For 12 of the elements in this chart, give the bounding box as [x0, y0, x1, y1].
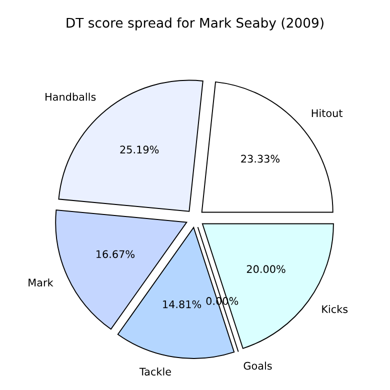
- slice-label: Handballs: [46, 92, 96, 101]
- data-label: 23.33%: [241, 154, 280, 163]
- category-label: Goals: [244, 362, 272, 370]
- chart-title: DT score spread for Mark Seaby (2009): [66, 18, 324, 30]
- slice-label: Kicks: [322, 305, 348, 314]
- data-label: 20.00%: [246, 265, 286, 274]
- slice-label: Hitout: [312, 109, 343, 118]
- slice-label: Tackle: [139, 368, 171, 376]
- data-label: 25.19%: [120, 146, 159, 154]
- data-label: 16.67%: [96, 250, 135, 258]
- data-label: 14.81%: [163, 300, 202, 308]
- slice-label: Mark: [28, 278, 54, 287]
